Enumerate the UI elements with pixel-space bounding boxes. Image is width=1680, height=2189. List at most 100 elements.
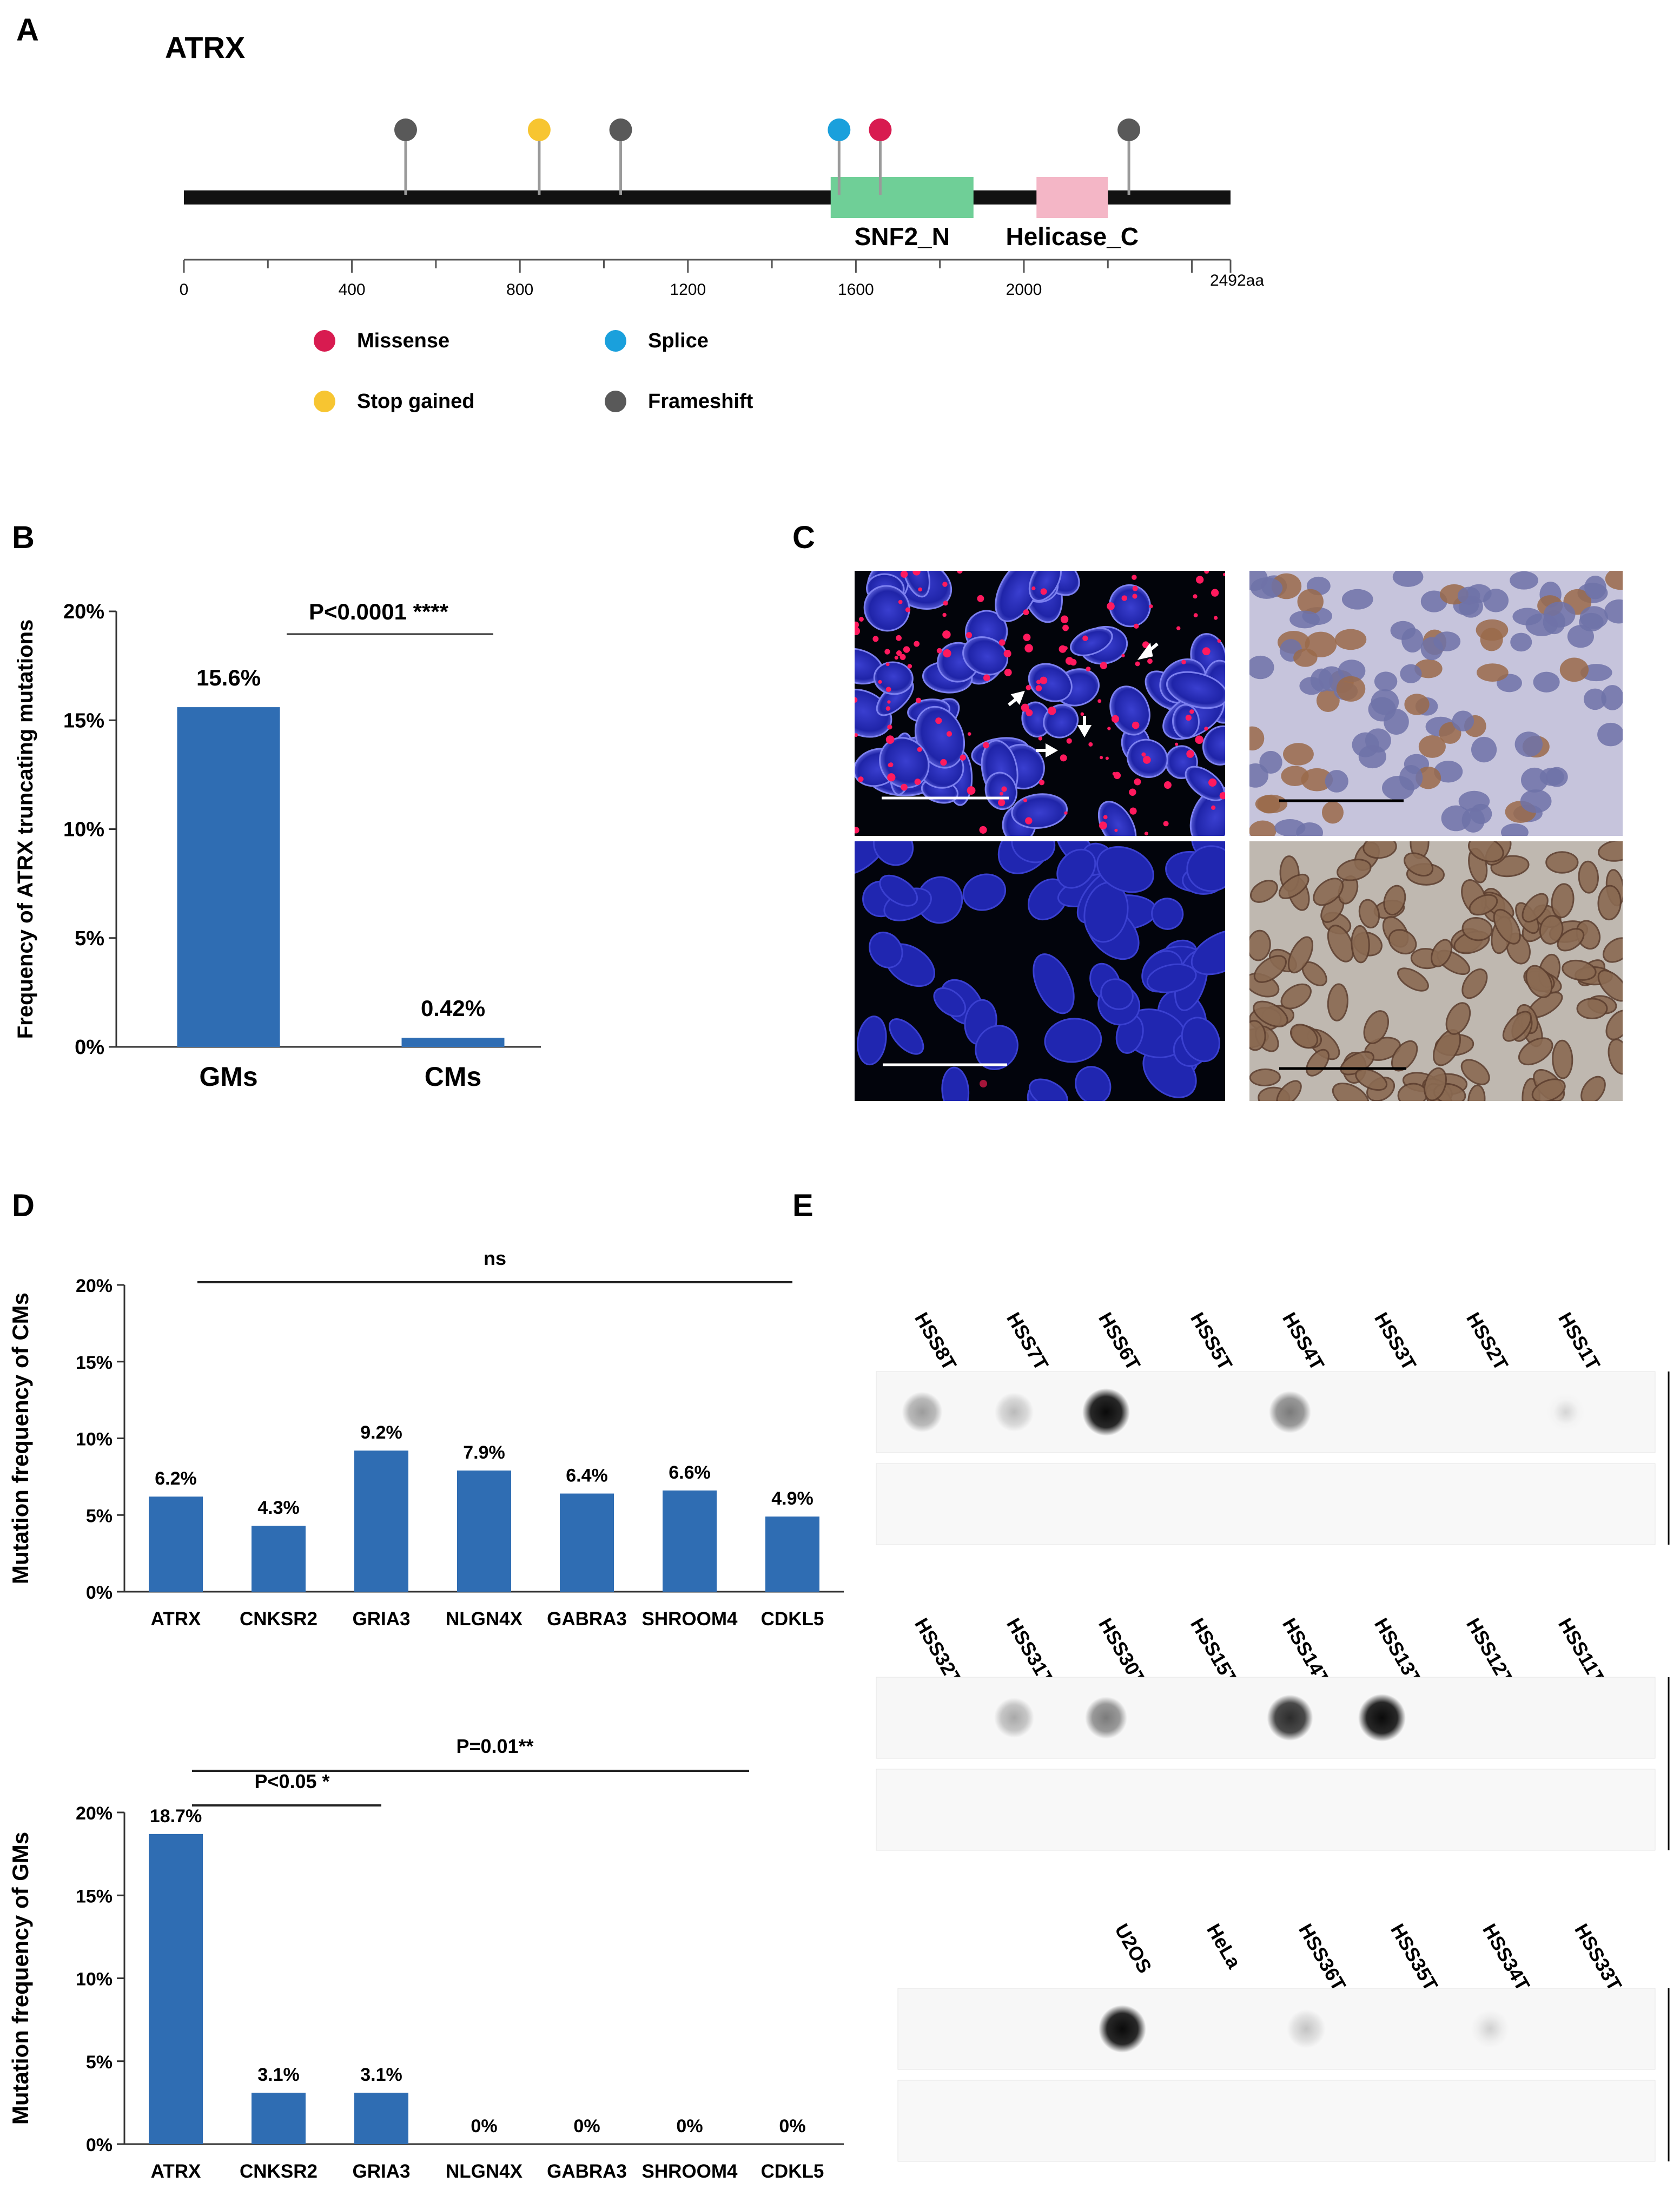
- fish-negative-nuclei: [855, 841, 1225, 1101]
- telomere-signal: [1163, 781, 1172, 789]
- y-tick-label: 5%: [86, 1506, 113, 1526]
- telomere-signal: [1103, 815, 1108, 820]
- telomere-signal: [1142, 756, 1151, 764]
- fish-image-positive: [855, 571, 1225, 836]
- cell-nucleus: [1255, 794, 1288, 814]
- telomere-signal: [1036, 680, 1041, 684]
- cell-nucleus: [1289, 610, 1320, 629]
- x-category-label: CDKL5: [761, 1608, 824, 1630]
- legend-item-splice: Splice: [605, 329, 709, 353]
- axis-tick-label: 1600: [838, 281, 874, 299]
- nucleus: [869, 932, 903, 968]
- cell-nucleus: [1383, 885, 1406, 916]
- cell-nucleus: [1404, 694, 1430, 715]
- nucleus: [1028, 571, 1062, 602]
- telomere-signal: [914, 779, 921, 785]
- cell-nucleus: [1276, 1080, 1302, 1101]
- bar-nlgn4x: [457, 1471, 511, 1592]
- cell-nucleus: [1605, 571, 1623, 590]
- telomere-signal: [1066, 738, 1072, 744]
- significance-label: P<0.05 *: [254, 1770, 329, 1792]
- cell-nucleus: [1321, 801, 1344, 824]
- telomere-signal: [903, 646, 910, 653]
- telomere-signal: [1149, 604, 1153, 609]
- cell-nucleus: [1502, 1011, 1532, 1042]
- cell-nucleus: [1584, 576, 1606, 599]
- nucleus: [1166, 671, 1225, 709]
- cell-nucleus: [1358, 899, 1380, 929]
- telomere-signal: [1086, 667, 1091, 672]
- telomere-signal: [1003, 649, 1011, 658]
- sample-label: HSS34T: [1478, 1920, 1535, 1995]
- cell-nucleus: [1384, 709, 1409, 735]
- telomere-signal: [901, 783, 908, 791]
- axis-tick-label: 400: [339, 281, 366, 299]
- lollipop-head-frameshift: [609, 118, 632, 141]
- blot-dot-hss31t: [994, 1698, 1034, 1738]
- cell-nucleus: [1293, 648, 1318, 667]
- telomere-signal: [1176, 626, 1181, 630]
- cell-nucleus: [1313, 878, 1344, 906]
- y-tick-label: 15%: [63, 709, 104, 732]
- panel-letter-e: E: [792, 1188, 813, 1223]
- cell-nucleus: [1249, 655, 1274, 680]
- legend-item-missense: Missense: [314, 329, 449, 353]
- cell-nucleus: [1341, 589, 1373, 610]
- y-tick-label: 5%: [75, 927, 104, 950]
- nucleus: [872, 841, 914, 866]
- blot-strip-no-phi29: [876, 1769, 1656, 1851]
- telomere-signal: [855, 733, 858, 737]
- cell-nucleus: [1335, 629, 1367, 650]
- telomere-signal: [1060, 754, 1067, 762]
- telomere-signal: [885, 706, 891, 711]
- telomere-signal: [1196, 576, 1204, 584]
- sample-label: HSS4T: [1278, 1309, 1329, 1374]
- nucleus: [1028, 1078, 1068, 1101]
- nucleus: [1100, 978, 1134, 1010]
- nucleus: [1070, 627, 1113, 656]
- nucleus: [962, 873, 1007, 911]
- telomere-signal: [940, 759, 947, 766]
- nucleus: [1109, 584, 1151, 628]
- cell-nucleus: [1280, 983, 1312, 1010]
- telomere-signal: [898, 599, 903, 604]
- x-category-label: SHROOM4: [642, 1608, 738, 1630]
- telomere-signal: [1202, 647, 1211, 656]
- cell-nucleus: [1297, 589, 1324, 615]
- cell-nucleus: [1525, 965, 1553, 998]
- cell-nucleus: [1510, 632, 1532, 652]
- telomere-signal: [1004, 668, 1012, 676]
- cell-nucleus: [1316, 689, 1340, 713]
- cell-nucleus: [1249, 726, 1265, 751]
- sample-label: HeLa: [1202, 1920, 1246, 1973]
- cell-nucleus: [1604, 599, 1623, 624]
- ihc-image-top: [1249, 571, 1623, 836]
- bar-shroom4: [663, 1490, 717, 1592]
- telomere-signal: [1132, 585, 1138, 591]
- telomere-signal: [1021, 703, 1029, 712]
- cell-nucleus: [1539, 915, 1564, 945]
- cell-nucleus: [1493, 908, 1521, 945]
- bar-cdkl5: [765, 1517, 819, 1592]
- blot-dot-hss13t: [1358, 1694, 1406, 1742]
- cell-nucleus: [1518, 1037, 1553, 1066]
- y-axis-title: Frequency of ATRX truncating mutations: [14, 619, 37, 1039]
- bar-value-label: 18.7%: [150, 1806, 202, 1827]
- bar-value-label: 6.6%: [669, 1462, 711, 1483]
- cell-nucleus: [1552, 1039, 1573, 1079]
- blot-dot-hss6t: [1082, 1388, 1130, 1436]
- blot-strip-no-phi29: [897, 2080, 1656, 2162]
- telomere-signal: [855, 827, 859, 834]
- cell-nucleus: [1281, 766, 1309, 786]
- telomere-signal: [1213, 616, 1218, 620]
- axis-tick-label: 0: [180, 281, 189, 299]
- nucleus: [1181, 1017, 1220, 1063]
- telomere-signal: [1023, 798, 1027, 802]
- telomere-signal: [1219, 792, 1225, 800]
- y-tick-label: 0%: [86, 2135, 113, 2155]
- x-category-label: ATRX: [151, 2161, 201, 2182]
- bar-atrx: [149, 1496, 203, 1592]
- telomere-signal: [1107, 727, 1111, 730]
- sample-label: HSS8T: [910, 1309, 961, 1374]
- cell-nucleus: [1365, 728, 1391, 753]
